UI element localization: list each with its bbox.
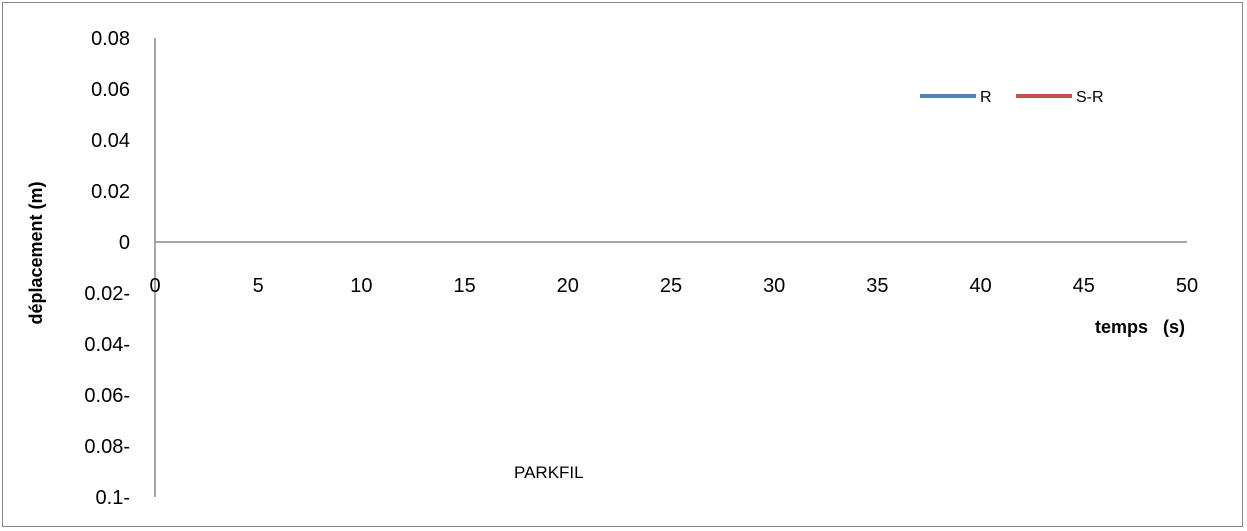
x-tick-label: 40: [969, 275, 991, 297]
chart-annotation: PARKFIL: [514, 463, 584, 482]
y-axis-title: déplacement (m): [26, 181, 46, 324]
x-tick-label: 25: [660, 275, 682, 297]
x-axis-title: temps (s): [1095, 317, 1185, 337]
x-axis: 0 5 10 15 20 25 30 35 40 45 50: [149, 241, 1198, 297]
x-tick-label: 35: [866, 275, 888, 297]
y-tick-label: 0.06-: [84, 385, 130, 407]
legend-label-r: R: [980, 89, 992, 106]
x-tick-label: 10: [350, 275, 372, 297]
x-tick-label: 0: [149, 275, 160, 297]
y-tick-label: 0.02-: [84, 283, 130, 305]
y-tick-label: 0.02: [91, 181, 130, 203]
legend-label-s-r: S-R: [1076, 89, 1104, 106]
y-tick-label: 0.04: [91, 130, 130, 152]
x-tick-label: 50: [1176, 275, 1198, 297]
y-tick-labels: 0.08 0.06 0.04 0.02 0 0.02- 0.04- 0.06- 0.08- 0.1…: [84, 28, 130, 509]
y-tick-label: 0.08-: [84, 436, 130, 458]
y-tick-label: 0.1-: [96, 487, 130, 509]
x-tick-label: 30: [763, 275, 785, 297]
x-tick-label: 20: [557, 275, 579, 297]
y-tick-label: 0.06: [91, 79, 130, 101]
x-tick-labels: 0 5 10 15 20 25 30 35 40 45 50: [149, 275, 1198, 297]
y-tick-label: 0.04-: [84, 334, 130, 356]
y-axis: 0.08 0.06 0.04 0.02 0 0.02- 0.04- 0.06- 0.08- 0.1…: [84, 28, 156, 509]
y-tick-label: 0.08: [91, 28, 130, 50]
x-tick-label: 15: [453, 275, 475, 297]
x-tick-label: 45: [1073, 275, 1095, 297]
legend: R S-R: [920, 89, 1104, 106]
x-tick-label: 5: [253, 275, 264, 297]
y-tick-label: 0: [119, 232, 130, 254]
